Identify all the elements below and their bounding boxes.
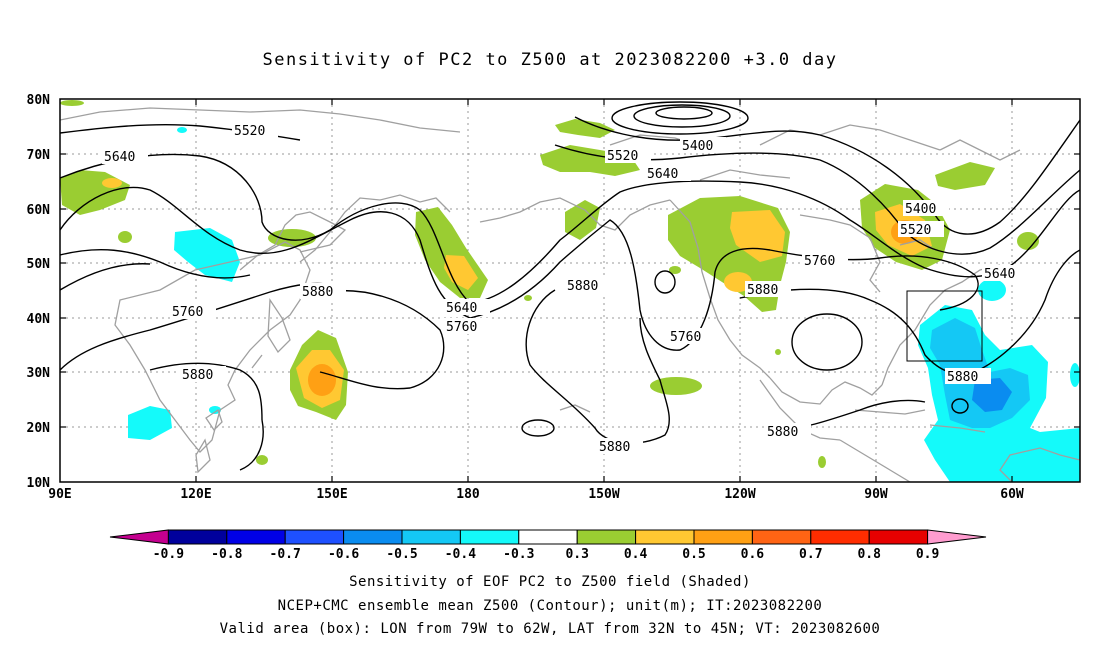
colorbar-swatch: [518, 529, 578, 545]
colorbar-swatch: [226, 529, 286, 545]
contour-label: 5640: [984, 267, 1015, 282]
contour-label: 5880: [747, 283, 778, 298]
valid-area-box: [906, 290, 983, 362]
colorbar-label: 0.3: [565, 547, 588, 562]
colorbar-arrow-low: [109, 529, 169, 545]
colorbar-label: -0.7: [270, 547, 301, 562]
colorbar-swatch: [459, 529, 520, 545]
lat-label: 50N: [27, 257, 51, 272]
contour-label: 5760: [446, 320, 477, 335]
colorbar-swatch: [810, 529, 870, 545]
longitude-labels: 90E 120E 150E 180 150W 120W 90W 60W: [48, 487, 1024, 502]
chart-title: Sensitivity of PC2 to Z500 at 2023082200…: [262, 50, 838, 70]
lon-label: 180: [456, 487, 480, 502]
lon-label: 90W: [864, 487, 888, 502]
colorbar-label: -0.6: [328, 547, 359, 562]
caption-contour: NCEP+CMC ensemble mean Z500 (Contour); u…: [277, 598, 823, 614]
contour-label: 5520: [234, 124, 265, 139]
contour-label: 5880: [767, 425, 798, 440]
contour-label: 5640: [446, 301, 477, 316]
colorbar-label: 0.4: [624, 547, 648, 562]
colorbar-swatch: [401, 529, 461, 545]
colorbar-swatch: [576, 529, 637, 545]
lon-label: 150E: [316, 487, 347, 502]
colorbar-swatch: [751, 529, 812, 545]
colorbar-label: -0.4: [445, 547, 476, 562]
contour-label: 5880: [947, 370, 978, 385]
lon-label: 60W: [1000, 487, 1024, 502]
map-frame: [59, 98, 1081, 483]
lat-label: 80N: [27, 93, 51, 108]
lat-label: 60N: [27, 203, 51, 218]
colorbar-label: 0.9: [916, 547, 939, 562]
colorbar-swatch: [343, 529, 403, 545]
colorbar-label: 0.8: [857, 547, 881, 562]
lon-label: 120E: [180, 487, 211, 502]
colorbar-label: -0.5: [386, 547, 417, 562]
axis-ticks: [60, 99, 1080, 482]
colorbar-labels: -0.9 -0.8 -0.7 -0.6 -0.5 -0.4 -0.3 0.3 0.4 0.5 0.6…: [153, 547, 940, 562]
contour-label: 5760: [670, 330, 701, 345]
colorbar-label: 0.5: [682, 547, 705, 562]
colorbar-swatch: [167, 529, 228, 545]
contour-labels: 5520 5640 5400 5520 5640 5400 5520 5760 …: [102, 122, 1028, 455]
colorbar-label: -0.3: [503, 547, 534, 562]
contour-label: 5880: [567, 279, 598, 294]
colorbar-swatch: [284, 529, 345, 545]
colorbar-swatch: [868, 529, 929, 545]
contour-label: 5400: [682, 139, 713, 154]
lat-label: 40N: [27, 312, 51, 327]
colorbar-label: -0.8: [211, 547, 242, 562]
contour-label: 5640: [104, 150, 135, 165]
contour-label: 5520: [900, 223, 931, 238]
contour-label: 5640: [647, 167, 678, 182]
colorbar-label: 0.6: [741, 547, 765, 562]
colorbar-arrow-high: [927, 529, 987, 545]
contour-label: 5880: [302, 285, 333, 300]
contour-label: 5760: [804, 254, 835, 269]
contour-label: 5400: [905, 202, 936, 217]
contour-label: 5760: [172, 305, 203, 320]
colorbar-swatch: [693, 529, 753, 545]
lon-label: 150W: [588, 487, 619, 502]
lat-label: 10N: [27, 476, 51, 491]
lat-label: 70N: [27, 148, 51, 163]
colorbar: [109, 529, 987, 545]
caption-valid-area: Valid area (box): LON from 79W to 62W, L…: [219, 621, 881, 637]
caption-shading: Sensitivity of EOF PC2 to Z500 field (Sh…: [349, 574, 751, 590]
lat-label: 30N: [27, 366, 51, 381]
colorbar-label: 0.7: [799, 547, 822, 562]
contour-label: 5880: [599, 440, 630, 455]
contour-label: 5880: [182, 368, 213, 383]
contour-label: 5520: [607, 149, 638, 164]
lat-label: 20N: [27, 421, 51, 436]
lon-label: 120W: [724, 487, 755, 502]
colorbar-label: -0.9: [153, 547, 184, 562]
lon-label: 90E: [48, 487, 71, 502]
latitude-labels: 80N 70N 60N 50N 40N 30N 20N 10N: [27, 93, 51, 491]
colorbar-swatch: [635, 529, 695, 545]
